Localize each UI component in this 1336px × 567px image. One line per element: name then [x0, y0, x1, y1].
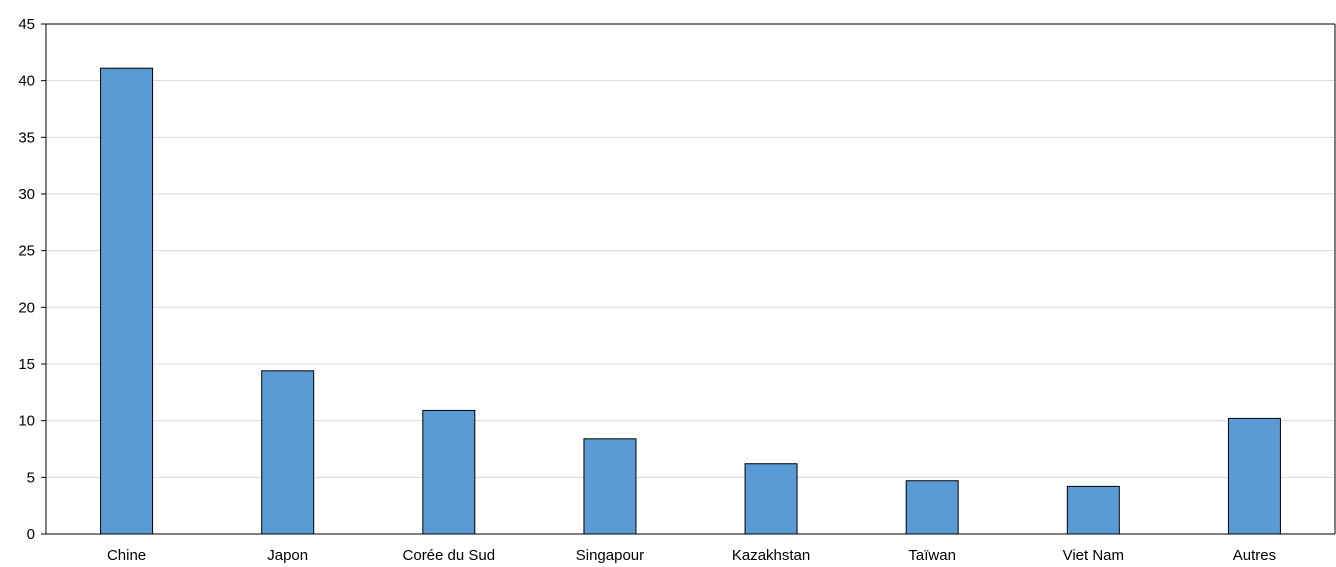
y-tick-label: 30: [18, 186, 35, 203]
y-tick-label: 0: [27, 526, 35, 543]
y-tick-label: 5: [27, 469, 35, 486]
y-tick-label: 40: [18, 73, 35, 90]
x-category-label: Kazakhstan: [732, 547, 810, 564]
bar: [100, 67, 154, 535]
y-tick-label: 10: [18, 413, 35, 430]
x-category-label: Singapour: [576, 547, 644, 564]
y-tick-label: 25: [18, 243, 35, 260]
y-tick-label: 35: [18, 129, 35, 146]
bar: [422, 409, 476, 535]
bar: [1066, 485, 1120, 535]
bar: [1227, 417, 1281, 535]
y-tick-label: 45: [18, 16, 35, 33]
bar: [744, 463, 798, 535]
bar: [261, 370, 315, 535]
bars: [100, 67, 1281, 535]
y-tick-label: 15: [18, 356, 35, 373]
gridlines: [46, 80, 1335, 478]
y-tick-label: 20: [18, 299, 35, 316]
x-category-label: Taïwan: [908, 547, 956, 564]
x-category-label: Viet Nam: [1063, 547, 1124, 564]
x-category-labels: Chine Japon Corée du Sud Singapour Kazakhsta…: [107, 547, 1276, 564]
x-category-label: Corée du Sud: [403, 547, 496, 564]
axes: [41, 23, 1336, 535]
y-tick-labels: 0 5 10 15 20 25 30 35 40 45: [18, 16, 35, 543]
bar: [583, 438, 637, 535]
x-category-label: Autres: [1233, 547, 1276, 564]
x-category-label: Japon: [267, 547, 308, 564]
x-category-label: Chine: [107, 547, 146, 564]
bar: [905, 480, 959, 535]
